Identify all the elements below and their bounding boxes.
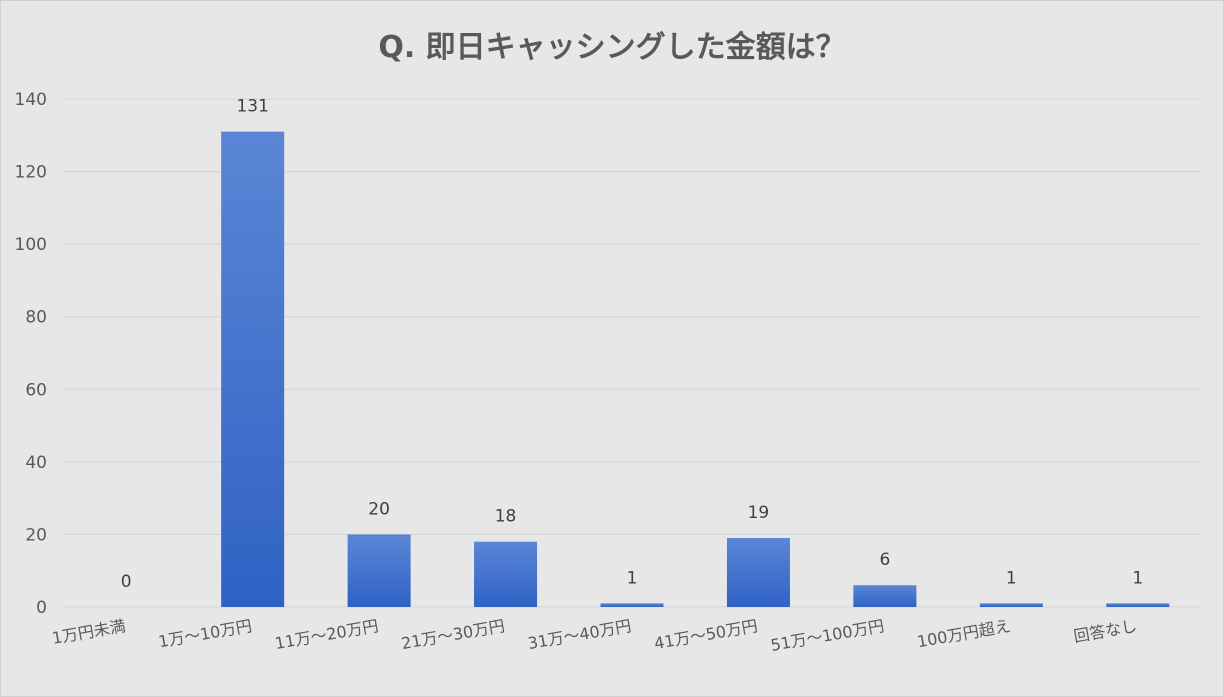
bars	[221, 131, 1170, 607]
bar	[221, 131, 285, 607]
x-tick-label: 1万～10万円	[157, 616, 253, 651]
x-tick-label: 21万～30万円	[400, 616, 506, 653]
y-tick-label: 40	[25, 453, 47, 473]
data-label: 1	[1132, 568, 1143, 588]
data-label: 6	[879, 550, 890, 570]
x-tick-label: 41万～50万円	[653, 616, 759, 653]
chart-title: Q. 即日キャッシングした金額は？	[378, 30, 845, 65]
data-label: 131	[236, 97, 268, 117]
x-tick-label: 51万～100万円	[769, 616, 885, 655]
data-label: 1	[1006, 568, 1017, 588]
y-axis-ticks: 0 20 40 60 80 100 120 140	[15, 90, 47, 618]
bar	[600, 603, 664, 607]
bar	[853, 585, 917, 607]
y-tick-label: 140	[15, 90, 47, 110]
bar	[979, 603, 1043, 607]
bar	[1106, 603, 1170, 607]
bar	[347, 534, 411, 607]
data-label: 0	[121, 572, 132, 592]
x-tick-label: 100万円超え	[916, 616, 1012, 651]
data-label: 20	[368, 499, 390, 519]
bar	[726, 538, 790, 607]
y-tick-label: 120	[15, 163, 47, 183]
y-tick-label: 60	[25, 380, 47, 400]
data-label: 1	[627, 568, 638, 588]
x-tick-label: 1万円未満	[51, 616, 127, 648]
data-label: 19	[748, 503, 770, 523]
x-axis-ticks: 1万円未満 1万～10万円 11万～20万円 21万～30万円 31万～40万円 41万～…	[51, 616, 1139, 655]
y-tick-label: 80	[25, 308, 47, 328]
y-tick-label: 0	[36, 598, 47, 618]
data-labels: 0 131 20 18 1 19 6 1 1	[121, 97, 1143, 592]
data-label: 18	[495, 507, 517, 527]
y-tick-label: 20	[25, 525, 47, 545]
x-tick-label: 回答なし	[1072, 616, 1138, 646]
x-tick-label: 11万～20万円	[273, 616, 379, 653]
y-tick-label: 100	[15, 235, 47, 255]
bar	[474, 541, 538, 607]
x-tick-label: 31万～40万円	[526, 616, 632, 653]
